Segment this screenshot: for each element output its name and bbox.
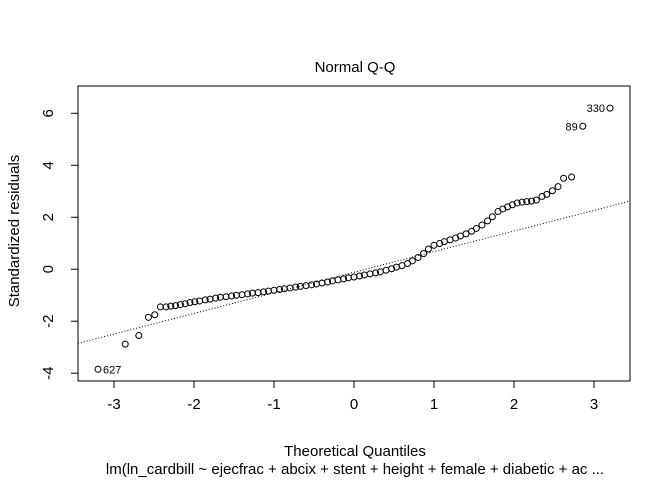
y-tick-label: -2 [40, 315, 57, 328]
data-point [191, 298, 199, 306]
data-point [568, 173, 576, 181]
x-tick-label: 0 [350, 396, 358, 413]
data-point [254, 289, 262, 297]
x-tick-label: 2 [510, 396, 518, 413]
point-label: 627 [103, 364, 121, 376]
x-axis-label: Theoretical Quantiles [284, 443, 426, 460]
y-tick-label: -4 [40, 367, 57, 380]
x-tick-label: -3 [107, 396, 120, 413]
data-point [424, 245, 432, 253]
data-point [260, 288, 268, 296]
data-point [121, 340, 129, 348]
data-point [472, 224, 480, 232]
data-point [212, 294, 220, 302]
data-point [414, 254, 422, 262]
data-point [334, 276, 342, 284]
data-point [420, 250, 428, 258]
data-point [308, 281, 316, 289]
data-point [222, 293, 230, 301]
chart-title: Normal Q-Q [315, 59, 396, 76]
data-point [606, 104, 614, 112]
y-axis-label: Standardized residuals [6, 155, 23, 308]
data-point [94, 365, 102, 373]
data-point [528, 197, 536, 205]
y-tick-label: 6 [40, 109, 57, 117]
data-point [350, 273, 358, 281]
data-point [560, 174, 568, 182]
data-point [167, 302, 175, 310]
y-tick-label: 4 [40, 161, 57, 169]
data-point [436, 240, 444, 248]
data-point [579, 122, 587, 130]
x-tick-label: -2 [187, 396, 200, 413]
data-point [518, 198, 526, 206]
data-point [238, 291, 246, 299]
data-point [372, 269, 380, 277]
y-tick-label: 0 [40, 265, 57, 273]
data-point [292, 283, 300, 291]
data-point [201, 296, 209, 304]
point-label: 89 [566, 121, 578, 133]
x-axis: -3 -2 -1 0 1 2 3 [107, 380, 598, 413]
x-tick-label: -1 [267, 396, 280, 413]
data-point [302, 282, 310, 290]
data-point [484, 217, 492, 225]
data-point [478, 221, 486, 229]
point-label: 330 [587, 103, 605, 115]
reference-line [77, 200, 631, 344]
data-point [446, 236, 454, 244]
y-axis: -4 -2 0 2 4 6 [40, 109, 79, 380]
data-point [144, 313, 152, 321]
data-point [543, 190, 551, 198]
data-point [181, 300, 189, 308]
data-point [462, 230, 470, 238]
data-points [94, 104, 614, 373]
y-tick-label: 2 [40, 213, 57, 221]
data-point [228, 292, 236, 300]
data-point [508, 201, 516, 209]
data-point [488, 213, 496, 221]
data-point [513, 199, 521, 207]
data-point [398, 262, 406, 270]
data-point [286, 284, 294, 292]
data-point [162, 303, 170, 311]
data-point [554, 183, 562, 191]
point-labels: 330 89 627 [103, 103, 605, 376]
data-point [135, 332, 143, 340]
data-point [532, 196, 540, 204]
data-point [186, 299, 194, 307]
data-point [430, 241, 438, 249]
data-point [340, 275, 348, 283]
data-point [270, 286, 278, 294]
data-point [318, 279, 326, 287]
data-point [176, 301, 184, 309]
data-point [382, 266, 390, 274]
data-point [151, 311, 159, 319]
x-tick-label: 3 [590, 396, 598, 413]
data-point [366, 270, 374, 278]
data-point [356, 272, 364, 280]
data-point [172, 302, 180, 310]
data-point [548, 187, 556, 195]
data-point [523, 198, 531, 206]
data-point [388, 265, 396, 273]
data-point [408, 257, 416, 265]
plot-frame [77, 85, 631, 382]
model-formula-subtitle: lm(ln_cardbill ~ ejecfrac + abcix + sten… [106, 461, 604, 478]
data-point [276, 286, 284, 294]
x-tick-label: 1 [430, 396, 438, 413]
data-point [324, 278, 332, 286]
data-point [244, 290, 252, 298]
